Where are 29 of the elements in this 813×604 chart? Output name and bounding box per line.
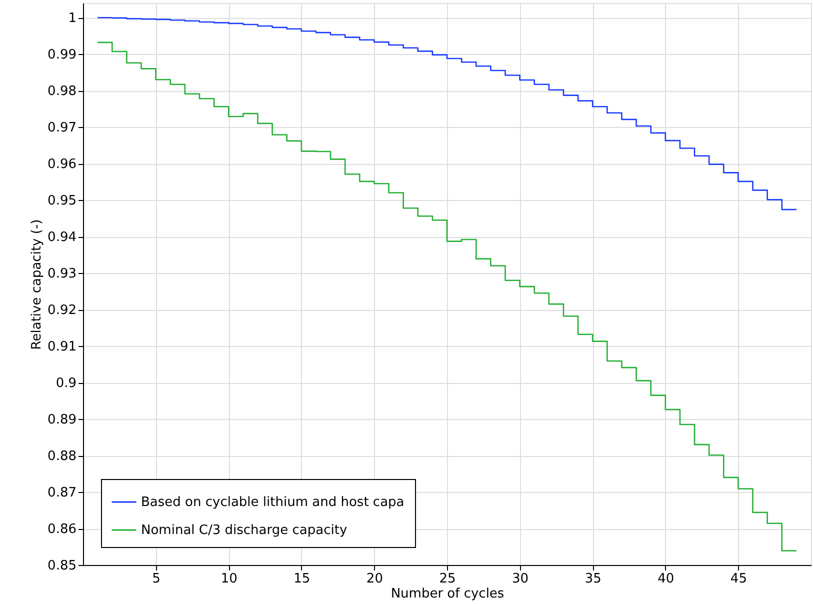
- y-tick-label: 0.86: [48, 522, 76, 538]
- y-tick-label: 0.98: [48, 84, 76, 100]
- y-tick-label: 0.99: [48, 48, 76, 63]
- x-tick-label: 35: [584, 572, 602, 586]
- y-tick-label: 0.95: [48, 194, 76, 209]
- y-tick-label: 0.92: [48, 303, 76, 318]
- y-tick-label: 1: [68, 11, 76, 26]
- y-tick-label: 0.97: [48, 120, 76, 136]
- y-tick-label: 0.89: [48, 412, 76, 428]
- y-tick-label: 0.85: [48, 558, 76, 574]
- y-tick-label: 0.88: [48, 449, 76, 464]
- x-tick-label: 5: [152, 572, 160, 586]
- x-axis-title: Number of cycles: [390, 586, 504, 602]
- y-tick-label: 0.93: [48, 266, 76, 282]
- legend-label: Nominal C/3 discharge capacity: [141, 523, 348, 538]
- y-tick-label: 0.96: [48, 157, 76, 172]
- x-tick-label: 45: [730, 572, 747, 586]
- legend-label: Based on cyclable lithium and host capa: [141, 495, 404, 510]
- y-tick-label: 0.9: [56, 376, 76, 392]
- x-tick-label: 10: [220, 572, 238, 586]
- y-tick-label: 0.94: [48, 230, 76, 246]
- y-axis-title: Relative capacity (-): [30, 219, 45, 350]
- x-tick-label: 20: [366, 572, 383, 586]
- x-tick-label: 15: [294, 572, 310, 586]
- x-tick-label: 40: [658, 572, 674, 586]
- y-tick-label: 0.91: [48, 340, 76, 355]
- x-tick-label: 30: [512, 572, 529, 586]
- x-tick-label: 25: [439, 572, 456, 586]
- y-tick-label: 0.87: [48, 486, 76, 501]
